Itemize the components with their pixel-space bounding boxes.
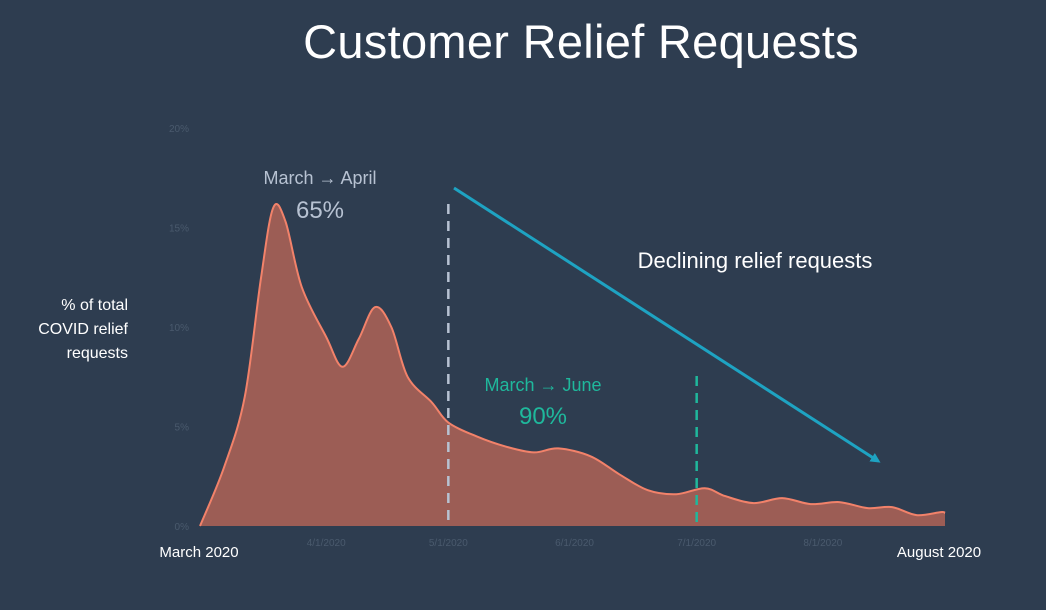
y-tick-label-0: 0% <box>175 522 190 533</box>
data-point-29 <box>866 507 869 510</box>
relief-requests-area <box>200 203 945 526</box>
x-axis-ticks: 4/1/2020 5/1/2020 6/1/2020 7/1/2020 8/1/2020 <box>307 538 843 549</box>
x-tick-label-3: 7/1/2020 <box>677 538 716 549</box>
chart-title: Customer Relief Requests <box>303 15 859 68</box>
data-point-21 <box>646 489 649 492</box>
data-point-30 <box>891 506 894 509</box>
data-point-32 <box>939 511 942 514</box>
x-axis-start-label: March 2020 <box>159 544 238 561</box>
trend-annotation-label: Declining relief requests <box>638 248 873 273</box>
data-point-18 <box>557 447 560 450</box>
x-tick-label-4: 8/1/2020 <box>803 538 842 549</box>
annotation-labels: March → April 65% March → June 90% Declining… <box>263 168 872 430</box>
data-point-6 <box>300 286 303 289</box>
x-tick-label-0: 4/1/2020 <box>307 538 346 549</box>
data-point-17 <box>532 451 535 454</box>
y-tick-label-3: 15% <box>169 224 189 235</box>
data-point-11 <box>390 326 393 329</box>
data-point-15 <box>475 435 478 438</box>
data-point-19 <box>589 455 592 458</box>
data-point-0 <box>199 525 202 528</box>
y-axis-label-line-2: COVID relief <box>38 321 128 338</box>
data-point-20 <box>618 473 621 476</box>
y-axis-label-line-3: requests <box>66 345 128 362</box>
data-point-16 <box>504 445 507 448</box>
data-point-33 <box>944 512 947 515</box>
y-axis-label: % of total COVID relief requests <box>10 294 128 366</box>
data-point-9 <box>357 337 360 340</box>
june-annotation-value: 90% <box>519 403 567 430</box>
data-point-1 <box>223 465 226 468</box>
data-point-31 <box>915 514 918 517</box>
data-point-26 <box>781 497 784 500</box>
april-annotation-label: March → April <box>263 168 376 188</box>
y-tick-label-2: 10% <box>169 323 189 334</box>
data-point-28 <box>838 501 841 504</box>
april-annotation-value: 65% <box>296 197 344 224</box>
x-axis-end-label: August 2020 <box>897 544 981 561</box>
data-point-4 <box>272 206 275 209</box>
data-point-22 <box>675 493 678 496</box>
declining-trend-arrow <box>453 186 881 463</box>
y-tick-label-1: 5% <box>175 423 190 434</box>
data-point-13 <box>431 401 434 404</box>
data-point-27 <box>809 503 812 506</box>
x-tick-label-2: 6/1/2020 <box>555 538 594 549</box>
y-axis-ticks: 0% 5% 10% 15% 20% <box>169 124 189 533</box>
y-tick-label-4: 20% <box>169 124 189 135</box>
data-point-24 <box>724 495 727 498</box>
y-axis-label-line-1: % of total <box>61 297 128 314</box>
data-point-10 <box>374 306 377 309</box>
data-point-7 <box>325 336 328 339</box>
june-annotation-label: March → June <box>484 375 601 395</box>
data-point-14 <box>447 421 450 424</box>
data-point-5 <box>284 220 287 223</box>
annotation-markers <box>447 204 698 526</box>
data-point-25 <box>752 502 755 505</box>
x-tick-label-1: 5/1/2020 <box>429 538 468 549</box>
data-point-3 <box>260 276 263 279</box>
data-point-23 <box>703 487 706 490</box>
relief-requests-line <box>199 202 946 527</box>
data-point-2 <box>243 395 246 398</box>
data-point-8 <box>341 365 344 368</box>
data-point-12 <box>406 375 409 378</box>
